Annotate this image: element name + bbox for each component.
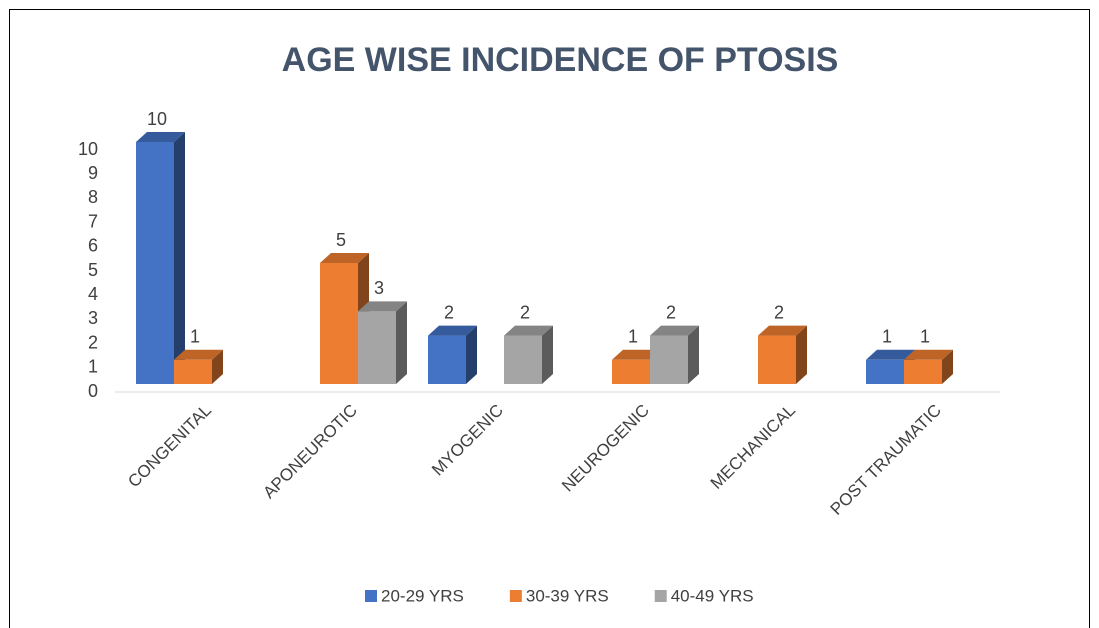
value-label: 1 xyxy=(628,327,638,347)
bar-top xyxy=(428,325,477,336)
y-tick-label: 10 xyxy=(78,139,98,159)
legend-label: 20-29 YRS xyxy=(381,586,464,605)
y-tick-label: 3 xyxy=(88,308,98,328)
bar-top xyxy=(320,253,369,263)
y-tick-label: 9 xyxy=(88,163,98,183)
legend-label: 40-49 YRS xyxy=(671,586,754,605)
value-label: 1 xyxy=(190,327,200,347)
bar-top xyxy=(650,325,699,336)
legend-label: 30-39 YRS xyxy=(526,586,609,605)
y-tick-label: 4 xyxy=(88,284,98,304)
bar xyxy=(758,335,796,384)
bar xyxy=(174,359,212,384)
value-label: 1 xyxy=(920,327,930,347)
value-label: 2 xyxy=(444,302,454,322)
y-tick-label: 0 xyxy=(88,381,98,401)
bar xyxy=(612,359,650,384)
bar xyxy=(866,359,904,384)
y-tick-label: 7 xyxy=(88,211,98,231)
bar-top xyxy=(758,325,807,336)
bar-side xyxy=(212,349,223,384)
value-label: 10 xyxy=(147,109,167,129)
value-label: 1 xyxy=(882,327,892,347)
value-label: 2 xyxy=(520,302,530,322)
value-label: 2 xyxy=(774,302,784,322)
bar xyxy=(320,263,358,384)
bar xyxy=(358,311,396,384)
bar-side xyxy=(396,301,407,384)
y-tick-label: 6 xyxy=(88,236,98,256)
bar-top xyxy=(136,132,185,142)
chart-border xyxy=(9,9,1090,628)
bar-top xyxy=(904,349,953,360)
bar-side xyxy=(174,132,185,384)
value-label: 5 xyxy=(336,230,346,250)
y-tick-label: 5 xyxy=(88,260,98,280)
bar-top xyxy=(358,301,407,312)
legend-swatch xyxy=(654,590,667,602)
bar-top xyxy=(612,349,661,360)
legend-swatch xyxy=(509,590,522,602)
bar-side xyxy=(942,349,953,384)
value-label: 3 xyxy=(374,278,384,298)
bar-side xyxy=(688,325,699,384)
y-tick-label: 2 xyxy=(88,332,98,352)
bar-side xyxy=(466,325,477,384)
bar xyxy=(136,142,174,384)
bar-top xyxy=(174,349,223,360)
bar xyxy=(650,335,688,384)
bar-top xyxy=(866,349,915,360)
bar-side xyxy=(542,325,553,384)
chart-title: AGE WISE INCIDENCE OF PTOSIS xyxy=(282,41,839,79)
legend-swatch xyxy=(365,590,377,602)
value-label: 2 xyxy=(666,302,676,322)
bar-top xyxy=(504,325,553,336)
bar xyxy=(904,359,942,384)
y-tick-label: 1 xyxy=(88,357,98,377)
y-tick-label: 8 xyxy=(88,187,98,207)
bar-side xyxy=(796,325,807,384)
bar xyxy=(504,335,542,384)
bar xyxy=(428,335,466,384)
